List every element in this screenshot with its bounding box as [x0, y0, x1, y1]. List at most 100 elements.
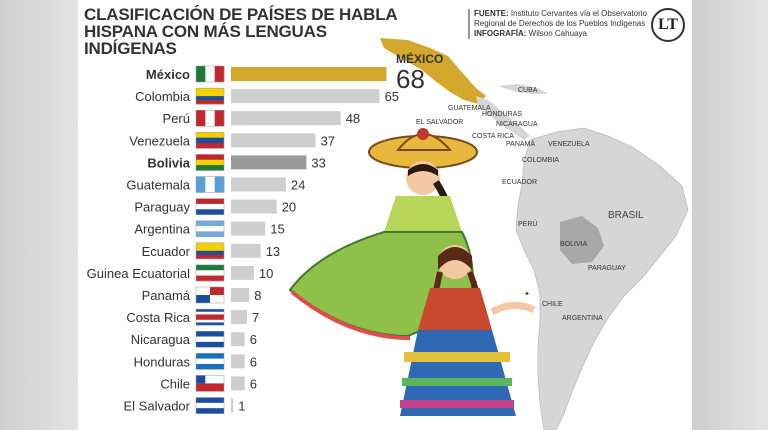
map-label-bolivia: BOLIVIA — [560, 241, 588, 248]
title-line-3: INDÍGENAS — [84, 39, 177, 58]
value-label-paraguay: 20 — [282, 200, 296, 215]
mexico-callout: MÉXICO 68 — [396, 52, 466, 92]
map-label-argentina: ARGENTINA — [562, 315, 603, 322]
source-block: FUENTE: Instituto Cervantes vía el Obser… — [468, 9, 659, 39]
value-label-colombia: 65 — [385, 89, 399, 104]
map-label-cuba: CUBA — [518, 87, 538, 94]
flag-panama-icon — [195, 286, 225, 304]
bar-nicaragua — [231, 332, 245, 347]
category-label-argentina: Argentina — [134, 222, 190, 237]
bar-guatemala — [231, 177, 286, 192]
category-label-honduras: Honduras — [134, 354, 191, 369]
mexico-callout-label: MÉXICO — [396, 52, 444, 66]
value-label-venezuela: 37 — [321, 133, 335, 148]
map-label-paraguay: PARAGUAY — [588, 265, 626, 272]
value-label-guinea-ecuatorial: 10 — [259, 266, 273, 281]
flag-venezuela-icon — [195, 132, 225, 149]
value-label-guatemala: 24 — [291, 178, 305, 193]
bar-ecuador — [231, 243, 261, 258]
bar-argentina — [231, 221, 266, 236]
map-label-costa-rica: COSTA RICA — [472, 133, 514, 140]
blurred-background-left — [0, 0, 78, 430]
map-bolivia — [560, 216, 604, 264]
newspaper-logo: LT — [651, 8, 685, 42]
value-label-panama: 8 — [254, 288, 261, 303]
map-label-venezuela: VENEZUELA — [548, 141, 590, 148]
map-central-america — [476, 96, 530, 140]
flag-argentina-icon — [195, 220, 225, 237]
flag-guatemala-icon — [195, 176, 225, 193]
bar-bolivia — [231, 155, 307, 170]
flag-nicaragua-icon — [195, 330, 225, 348]
value-label-argentina: 15 — [270, 222, 284, 237]
value-label-nicaragua: 6 — [250, 332, 257, 347]
map-label-chile: CHILE — [542, 301, 563, 308]
title-line-1: CLASIFICACIÓN DE PAÍSES DE HABLA — [84, 5, 398, 24]
credit-label: INFOGRAFÍA: — [474, 29, 527, 38]
source-label: FUENTE: — [474, 9, 509, 18]
category-label-guatemala: Guatemala — [126, 178, 190, 193]
infographic-card: CLASIFICACIÓN DE PAÍSES DE HABLA HISPANA… — [78, 0, 692, 430]
category-label-colombia: Colombia — [135, 89, 191, 104]
credit-text: Wilson Cahuaya — [528, 29, 587, 38]
bar-costa-rica — [231, 310, 247, 325]
bar-colombia — [231, 89, 380, 104]
category-label-mexico: México — [146, 67, 190, 82]
category-label-paraguay: Paraguay — [134, 200, 190, 215]
mexico-callout-value: 68 — [396, 64, 425, 94]
map-label-nicaragua: NICARAGUA — [496, 121, 538, 128]
flag-honduras-icon — [195, 353, 225, 370]
blurred-background-right — [692, 0, 768, 430]
flag-ecuador-icon — [195, 242, 225, 260]
bar-chart: México Colombia 65 Perú 48 Venezuela 37 Bolivia… — [87, 65, 399, 414]
bar-guinea-ecuatorial — [231, 265, 254, 280]
map-label-ecuador: ECUADOR — [502, 179, 537, 186]
bar-panama — [231, 288, 250, 302]
map-label-brasil: BRASIL — [608, 210, 644, 221]
category-label-peru: Perú — [163, 111, 190, 126]
category-label-guinea-ecuatorial: Guinea Ecuatorial — [87, 266, 190, 281]
traditional-dress-illustration: ✦ ✦ — [288, 128, 536, 416]
flag-guinea-ecuatorial-icon — [195, 264, 225, 282]
category-label-costa-rica: Costa Rica — [126, 310, 190, 325]
flag-colombia-icon — [195, 87, 225, 105]
map-label-panama: PANAMÁ — [506, 139, 535, 148]
category-label-el-salvador: El Salvador — [124, 399, 191, 414]
svg-text:✦: ✦ — [524, 290, 530, 298]
source-text: Instituto Cervantes vía el Observatorio … — [474, 9, 647, 28]
map-label-colombia: COLOMBIA — [522, 157, 559, 164]
value-label-honduras: 6 — [250, 354, 257, 369]
svg-text:✦: ✦ — [472, 278, 478, 286]
flag-mexico-icon — [195, 65, 225, 83]
map-cuba — [498, 84, 548, 94]
category-label-nicaragua: Nicaragua — [131, 332, 191, 347]
map-south-america — [515, 127, 689, 430]
map-label-honduras: HONDURAS — [482, 111, 522, 118]
value-label-el-salvador: 1 — [238, 399, 245, 414]
value-label-bolivia: 33 — [311, 155, 325, 170]
bar-honduras — [231, 354, 245, 369]
bar-el-salvador — [231, 398, 234, 413]
category-label-ecuador: Ecuador — [142, 244, 191, 259]
map-mexico — [380, 38, 486, 104]
flag-bolivia-icon — [195, 154, 225, 171]
category-label-panama: Panamá — [142, 288, 191, 303]
category-label-bolivia: Bolivia — [147, 155, 190, 170]
bar-venezuela — [231, 133, 316, 148]
map-label-guatemala: GUATEMALA — [448, 105, 491, 112]
value-label-chile: 6 — [250, 376, 257, 391]
infographic-title: CLASIFICACIÓN DE PAÍSES DE HABLA HISPANA… — [84, 6, 414, 57]
flag-costa-rica-icon — [195, 308, 225, 326]
value-label-peru: 48 — [346, 111, 360, 126]
flag-peru-icon — [195, 109, 225, 127]
title-line-2: HISPANA CON MÁS LENGUAS — [84, 22, 327, 41]
category-label-chile: Chile — [160, 376, 190, 391]
map-label-el-salvador: EL SALVADOR — [416, 119, 463, 126]
bar-paraguay — [231, 199, 277, 214]
bar-mexico — [231, 67, 387, 81]
bar-peru — [231, 111, 341, 126]
value-label-ecuador: 13 — [266, 244, 280, 259]
map-label-peru: PERÚ — [518, 219, 537, 228]
category-label-venezuela: Venezuela — [129, 133, 190, 148]
